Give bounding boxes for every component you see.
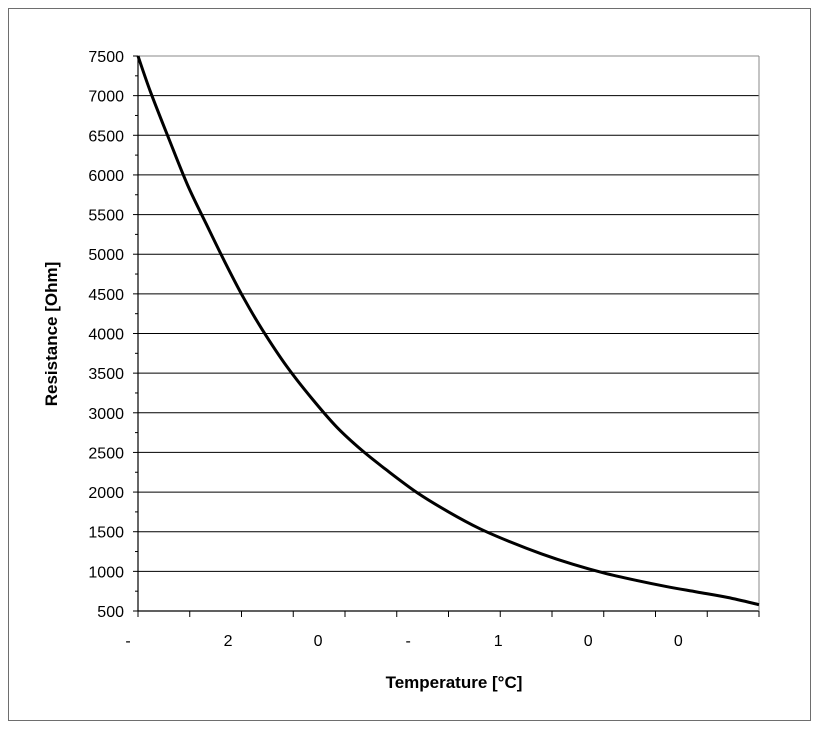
- y-tick-label-500: 500: [97, 604, 124, 621]
- y-axis-title: Resistance [Ohm]: [42, 262, 61, 407]
- x-tick-label-6: 0: [674, 633, 683, 650]
- x-tick-label-3: -: [405, 633, 410, 650]
- x-axis-title: Temperature [°C]: [386, 673, 523, 692]
- series-line-0: [136, 55, 760, 607]
- y-tick-label-7000: 7000: [88, 89, 124, 106]
- y-tick-label-7500: 7500: [88, 49, 124, 66]
- chart-frame: [8, 8, 811, 721]
- y-tick-label-1500: 1500: [88, 525, 124, 542]
- series: [136, 55, 760, 607]
- y-tick-label-3000: 3000: [88, 406, 124, 423]
- x-tick-label-0: -: [125, 633, 130, 650]
- y-tick-label-5500: 5500: [88, 208, 124, 225]
- x-tick-label-1: 2: [224, 633, 233, 650]
- x-tick-label-2: 0: [314, 633, 323, 650]
- y-tick-label-5000: 5000: [88, 247, 124, 264]
- y-tick-label-1000: 1000: [88, 564, 124, 581]
- y-tick-label-4500: 4500: [88, 287, 124, 304]
- grid: [138, 55, 759, 572]
- x-tick-labels: - 2 0 - 1 0 0: [125, 633, 682, 650]
- y-tick-labels: 500 1000 1500 2000 2500 3000 3500 4000 4500 5000 5…: [88, 49, 124, 621]
- x-tick-label-5: 0: [584, 633, 593, 650]
- y-tick-label-2500: 2500: [88, 445, 124, 462]
- y-tick-label-4000: 4000: [88, 327, 124, 344]
- y-tick-label-6500: 6500: [88, 128, 124, 145]
- axes: [133, 55, 760, 617]
- y-tick-label-6000: 6000: [88, 168, 124, 185]
- y-tick-label-3500: 3500: [88, 366, 124, 383]
- x-tick-label-4: 1: [494, 633, 503, 650]
- y-tick-label-2000: 2000: [88, 485, 124, 502]
